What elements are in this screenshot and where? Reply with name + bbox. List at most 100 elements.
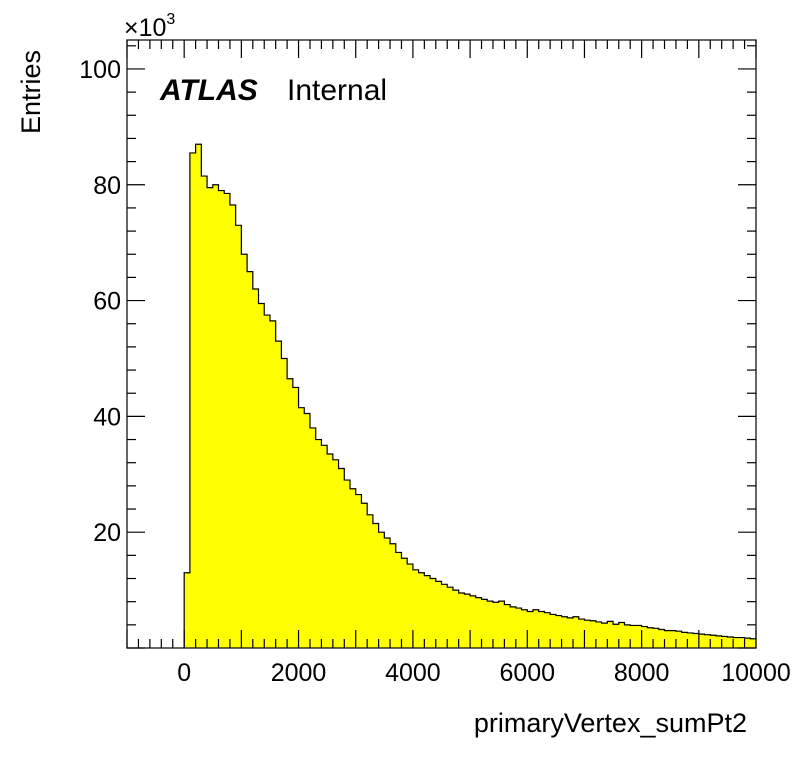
histogram-bin xyxy=(601,623,608,648)
y-multiplier-base: ×10 xyxy=(124,14,166,42)
x-tick-label: 6000 xyxy=(499,659,555,687)
histogram-bin xyxy=(704,634,711,648)
histogram-bin xyxy=(641,626,648,648)
y-tick-label: 40 xyxy=(93,403,121,431)
histogram-bin xyxy=(458,592,465,648)
histogram-bin xyxy=(721,636,728,648)
x-tick-label: 10000 xyxy=(721,659,791,687)
histogram-bin xyxy=(738,637,745,648)
histogram-bin xyxy=(573,616,580,648)
histogram-bin xyxy=(492,602,500,648)
histogram-bin xyxy=(247,271,254,648)
histogram-bin xyxy=(613,624,620,648)
histogram-bin xyxy=(321,445,328,648)
histogram-bin xyxy=(304,413,311,648)
histogram-bin xyxy=(698,634,705,648)
histogram-bin xyxy=(538,611,545,648)
histogram-bin xyxy=(355,494,362,648)
histogram-bin xyxy=(315,439,322,648)
histogram-bin xyxy=(567,617,574,648)
histogram-bin xyxy=(561,616,568,648)
x-tick-label: 2000 xyxy=(271,659,327,687)
histogram-bin xyxy=(441,584,448,648)
histogram-outline xyxy=(183,143,756,648)
axis-tick-labels: 0 2000 4000 6000 8000 10000 20 40 60 80 100 xyxy=(79,56,790,687)
histogram-bin xyxy=(384,537,391,648)
x-axis-title: primaryVertex_sumPt2 xyxy=(474,708,747,738)
histogram-bin xyxy=(635,625,643,648)
histogram-bin xyxy=(292,387,299,648)
histogram-bin xyxy=(607,621,614,648)
x-tick-label: 8000 xyxy=(614,659,670,687)
x-tick-label: 4000 xyxy=(385,659,441,687)
histogram-bin xyxy=(395,552,402,648)
histogram-bin xyxy=(344,480,351,648)
histogram-bin xyxy=(430,578,437,648)
histogram-bin xyxy=(647,627,654,648)
histogram-bin xyxy=(201,176,208,649)
histogram-bin xyxy=(521,609,528,648)
histogram-bin xyxy=(670,630,677,648)
y-tick-label: 80 xyxy=(93,172,121,200)
histogram-bin xyxy=(195,144,202,648)
histogram-bin xyxy=(481,599,488,648)
y-multiplier: ×103 xyxy=(124,11,175,42)
histogram-bin xyxy=(372,523,379,648)
histogram-bin xyxy=(350,488,357,648)
histogram-bin xyxy=(338,468,345,648)
internal-label: Internal xyxy=(287,74,387,107)
histogram-bin xyxy=(424,575,431,648)
histogram-bars xyxy=(184,144,757,649)
histogram-bin xyxy=(487,601,494,648)
histogram-bin xyxy=(664,630,671,648)
histogram-bin xyxy=(578,619,585,648)
histogram-bin xyxy=(470,595,477,648)
histogram-bin xyxy=(464,594,471,648)
histogram-bin xyxy=(252,288,259,648)
histogram-bin xyxy=(710,635,717,648)
histogram-bin xyxy=(435,581,442,648)
histogram-bin xyxy=(224,193,231,648)
histogram-bin xyxy=(367,514,374,648)
histogram-bin xyxy=(327,454,334,648)
histogram-bin xyxy=(527,611,534,648)
histogram-bin xyxy=(630,625,637,648)
y-tick-label: 100 xyxy=(79,56,121,84)
y-tick-label: 60 xyxy=(93,288,121,316)
histogram-bin xyxy=(715,635,723,648)
histogram-bin xyxy=(269,320,277,648)
histogram-bin xyxy=(189,152,197,648)
histogram-bin xyxy=(555,615,562,648)
histogram-bin xyxy=(412,569,420,648)
histogram-bin xyxy=(532,609,540,648)
histogram-bin xyxy=(390,543,397,648)
histogram-bin xyxy=(750,638,757,648)
histogram-bin xyxy=(653,628,660,648)
histogram-bin xyxy=(275,341,282,648)
histogram-bin xyxy=(241,254,248,648)
atlas-label: ATLAS xyxy=(159,74,258,107)
histogram-bin xyxy=(590,620,597,648)
histogram-bin xyxy=(207,187,214,648)
histogram-bin xyxy=(264,315,271,648)
histogram-bin xyxy=(281,358,288,648)
histogram-bin xyxy=(681,632,688,648)
histogram-bin xyxy=(675,631,683,648)
y-multiplier-exponent: 3 xyxy=(166,11,175,28)
histogram-bin xyxy=(184,572,191,648)
histogram-bin xyxy=(452,590,460,648)
histogram-bin xyxy=(515,608,522,648)
histogram-bin xyxy=(475,597,482,648)
y-axis-title: Entries xyxy=(16,50,46,134)
plot-frame xyxy=(126,39,757,649)
histogram-bin xyxy=(727,636,734,648)
histogram-bin xyxy=(595,621,603,648)
histogram-bin xyxy=(332,459,339,648)
histogram-bin xyxy=(401,558,408,648)
histogram-bin xyxy=(298,407,305,648)
histogram-bin xyxy=(544,612,551,648)
histogram-bin xyxy=(407,564,414,648)
histogram-bin xyxy=(510,606,517,648)
histogram-bin xyxy=(498,601,505,648)
